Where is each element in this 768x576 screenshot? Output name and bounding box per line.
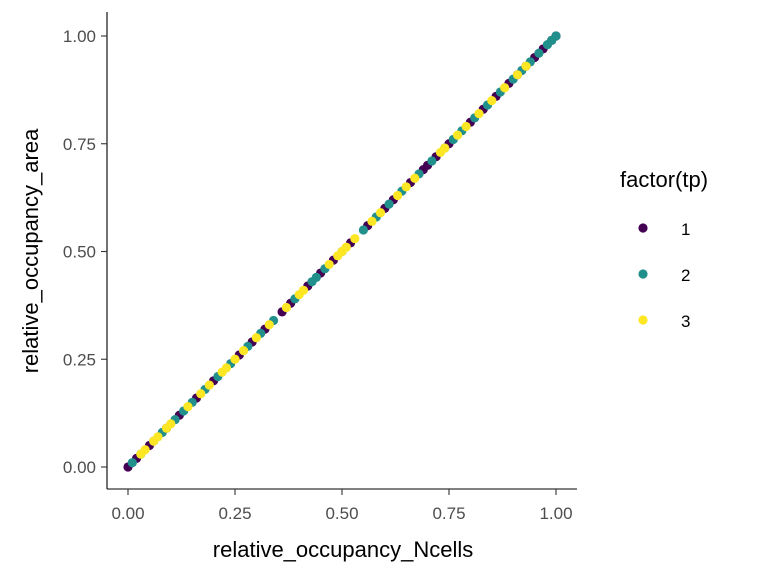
y-tick-label-4: 1.00	[63, 27, 96, 46]
point-series-2-23	[427, 156, 437, 166]
legend-label-3: 3	[681, 312, 690, 331]
point-series-3-26	[401, 182, 411, 192]
legend-label-2: 2	[681, 266, 690, 285]
point-series-3-8	[204, 380, 214, 390]
y-axis-title: relative_occupancy_area	[18, 128, 43, 373]
y-tick-label-1: 0.25	[63, 350, 96, 369]
point-series-3-1	[140, 445, 150, 455]
point-series-3-22	[350, 233, 360, 244]
point-series-3-24	[375, 208, 386, 218]
legend: factor(tp) 1 2 3	[620, 167, 708, 331]
point-series-3-30	[452, 130, 463, 140]
point-series-3-18	[324, 259, 334, 270]
x-tick-label-3: 0.75	[432, 504, 465, 523]
x-tick-label-0: 0.00	[111, 504, 144, 523]
point-series-3-32	[474, 108, 484, 119]
point-series-3-6	[183, 402, 193, 412]
point-series-2-36	[551, 31, 561, 41]
legend-label-1: 1	[681, 220, 690, 239]
point-series-3-14	[264, 320, 274, 330]
point-series-3-5	[166, 419, 176, 429]
point-series-3-21	[341, 242, 351, 252]
legend-title: factor(tp)	[620, 167, 708, 192]
legend-entries: 1 2 3	[638, 220, 690, 331]
point-series-3-7	[196, 389, 206, 399]
point-series-2-0	[127, 458, 137, 468]
point-series-3-35	[512, 70, 523, 80]
point-series-3-13	[251, 333, 261, 343]
y-tick-label-2: 0.50	[63, 243, 96, 262]
point-series-3-15	[281, 302, 291, 313]
y-tick-label-3: 0.75	[63, 135, 96, 154]
point-series-3-29	[440, 143, 450, 153]
point-series-3-31	[461, 121, 471, 132]
x-ticks: 0.00 0.25 0.50 0.75 1.00	[111, 489, 573, 523]
point-series-3-25	[393, 190, 403, 201]
y-ticks: 0.00 0.25 0.50 0.75 1.00	[63, 27, 107, 477]
point-series-2-15	[311, 272, 321, 282]
point-series-3-23	[367, 216, 377, 226]
point-series-3-33	[487, 96, 497, 106]
legend-key-1	[638, 223, 648, 233]
point-series-3-12	[238, 346, 249, 356]
point-series-2-20	[384, 199, 394, 209]
legend-key-3	[638, 315, 648, 325]
point-series-3-17	[298, 285, 309, 295]
point-series-3-36	[521, 61, 531, 71]
points-layer	[123, 31, 561, 472]
point-series-3-10	[221, 363, 232, 373]
x-tick-label-4: 1.00	[539, 504, 572, 523]
point-series-3-11	[230, 354, 240, 364]
legend-key-2	[638, 269, 648, 279]
point-series-2-33	[534, 48, 544, 58]
x-tick-label-1: 0.25	[218, 504, 251, 523]
point-series-3-27	[410, 173, 420, 183]
x-axis-title: relative_occupancy_Ncells	[213, 537, 473, 562]
point-series-3-3	[153, 432, 163, 442]
y-tick-label-0: 0.00	[63, 458, 96, 477]
point-series-3-34	[500, 83, 510, 93]
x-tick-label-2: 0.50	[325, 504, 358, 523]
point-series-2-18	[358, 225, 368, 235]
